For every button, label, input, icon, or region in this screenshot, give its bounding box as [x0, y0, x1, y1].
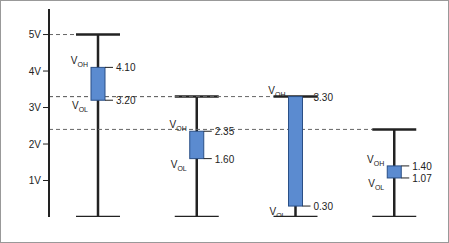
- svg-text:1.07: 1.07: [412, 173, 432, 184]
- svg-text:3.30: 3.30: [314, 92, 334, 103]
- svg-text:VOL: VOL: [368, 178, 384, 191]
- svg-text:1.40: 1.40: [412, 161, 432, 172]
- svg-text:3V: 3V: [29, 102, 42, 113]
- svg-text:VOL: VOL: [269, 206, 285, 217]
- svg-text:3.20: 3.20: [116, 95, 136, 106]
- svg-text:VOH: VOH: [71, 55, 88, 68]
- svg-text:VOH: VOH: [367, 154, 384, 167]
- svg-text:2.35: 2.35: [215, 126, 235, 137]
- svg-text:5V: 5V: [29, 29, 42, 40]
- svg-text:VOH: VOH: [170, 119, 187, 132]
- svg-text:1.60: 1.60: [215, 154, 235, 165]
- svg-text:0.30: 0.30: [314, 201, 334, 212]
- svg-text:VOL: VOL: [72, 100, 88, 113]
- svg-text:4.10: 4.10: [116, 62, 136, 73]
- svg-text:2V: 2V: [29, 139, 42, 150]
- svg-text:VOL: VOL: [171, 159, 187, 172]
- svg-text:VOH: VOH: [268, 85, 285, 98]
- svg-text:4V: 4V: [29, 66, 42, 77]
- svg-text:1V: 1V: [29, 175, 42, 186]
